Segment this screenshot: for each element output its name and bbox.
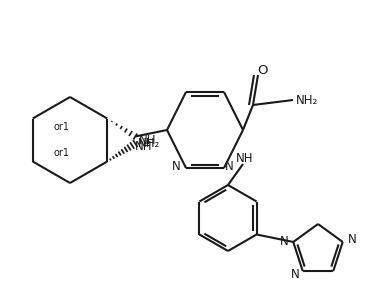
Text: NH₂: NH₂ [296,94,318,107]
Text: O: O [258,64,268,77]
Text: NH₂: NH₂ [138,137,161,150]
Text: N: N [348,234,356,247]
Text: N: N [291,268,300,281]
Text: or1: or1 [54,148,70,158]
Text: N: N [172,160,181,173]
Text: or1: or1 [54,122,70,132]
Text: NH: NH [236,151,254,165]
Text: N: N [225,160,233,173]
Text: NH: NH [134,140,152,153]
Text: N: N [280,235,288,248]
Text: NH: NH [139,134,156,147]
